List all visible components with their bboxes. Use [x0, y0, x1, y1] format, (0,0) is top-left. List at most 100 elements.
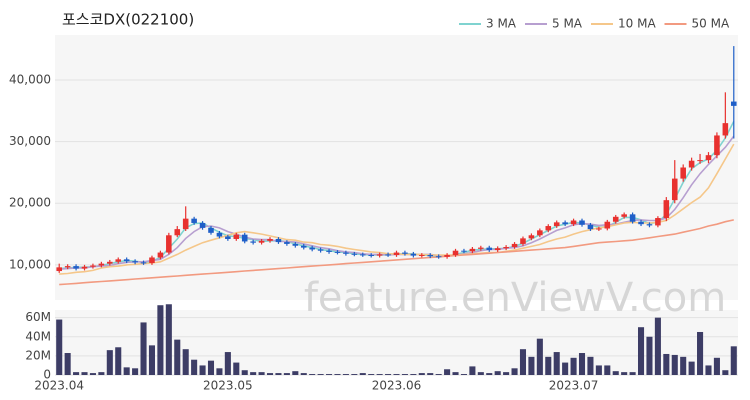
volume-bar	[56, 319, 63, 375]
y-tick-label: 40M	[25, 329, 51, 343]
candle-body	[191, 218, 197, 223]
legend-label: 5 MA	[552, 17, 583, 31]
volume-bar	[351, 374, 358, 375]
candle-body	[503, 247, 509, 249]
candle-body	[722, 123, 729, 136]
candle-body	[419, 255, 425, 257]
candle-body	[107, 261, 113, 264]
volume-bar	[385, 374, 392, 375]
candle-body	[64, 266, 71, 268]
candle-body	[115, 259, 122, 262]
candle-body	[216, 232, 223, 237]
ma-line	[59, 219, 734, 286]
volume-bar	[444, 369, 451, 375]
legend-label: 50 MA	[692, 17, 730, 31]
volume-bar	[578, 353, 586, 375]
volume-bar	[595, 365, 602, 375]
candle-body	[452, 250, 459, 256]
candle-body	[486, 247, 493, 251]
y-tick-label: 20M	[25, 348, 51, 362]
volume-bar	[334, 374, 341, 375]
candle-body	[343, 252, 349, 254]
volume-bar	[216, 368, 223, 375]
chart-title: 포스코DX(022100)	[62, 11, 194, 29]
volume-bar	[342, 374, 349, 375]
candle-body	[81, 266, 88, 269]
candle-body	[435, 256, 442, 258]
volume-bar	[123, 367, 130, 375]
y-tick-label: 10,000	[9, 257, 51, 271]
volume-bar	[106, 350, 113, 375]
volume-bar	[64, 353, 71, 375]
candle-body	[334, 251, 341, 253]
candle-body	[587, 224, 594, 230]
volume-bar	[174, 339, 181, 375]
volume-bar	[309, 374, 316, 375]
candle-body	[604, 221, 611, 229]
candle-body	[56, 267, 62, 272]
candle-body	[233, 234, 240, 239]
volume-bar	[132, 368, 139, 375]
candle-body	[98, 263, 105, 266]
volume-bar	[266, 373, 274, 375]
volume-bar	[562, 362, 569, 375]
volume-bar	[646, 336, 653, 375]
volume-bar	[393, 374, 400, 375]
candle-body	[284, 242, 290, 244]
candle-body	[208, 227, 214, 233]
volume-bar	[671, 354, 678, 375]
volume-bar	[418, 373, 425, 375]
volume-bar	[621, 372, 628, 375]
volume-bar	[73, 372, 80, 375]
candle-body	[267, 238, 273, 241]
volume-bar	[545, 356, 552, 375]
x-tick-label: 2023.07	[549, 379, 599, 393]
volume-bar	[224, 352, 231, 375]
volume-bar	[258, 372, 265, 375]
candle-body	[663, 200, 670, 219]
volume-bar	[165, 304, 172, 375]
candle-body	[368, 255, 374, 257]
volume-bar	[688, 361, 695, 375]
volume-bar	[115, 347, 122, 375]
candle-body	[157, 252, 164, 258]
candle-body	[258, 240, 265, 243]
candle-body	[123, 259, 130, 262]
volume-bar	[705, 365, 712, 375]
volume-bar	[283, 373, 290, 375]
volume-bar	[359, 373, 366, 375]
candle-body	[478, 247, 484, 249]
volume-bar	[469, 366, 476, 375]
candle-body	[461, 250, 467, 252]
candle-body	[385, 254, 391, 256]
volume-bar	[722, 370, 729, 375]
volume-bar	[511, 368, 518, 375]
candle-body	[638, 221, 644, 225]
candle-body	[671, 178, 678, 201]
volume-bar	[536, 338, 543, 375]
candle-body	[545, 226, 552, 231]
volume-bar	[207, 360, 215, 375]
candle-body	[225, 236, 231, 239]
volume-bar	[233, 362, 240, 375]
candle-body	[326, 250, 332, 252]
candle-body	[697, 160, 703, 162]
y-tick-label: 40,000	[9, 72, 51, 86]
volume-bar	[654, 317, 661, 375]
volume-bar	[140, 322, 147, 375]
volume-bar	[148, 345, 156, 375]
candle-body	[393, 252, 400, 256]
volume-bar	[612, 371, 619, 375]
volume-bar	[241, 370, 248, 375]
volume-bar	[292, 371, 299, 375]
volume-bar	[401, 374, 408, 375]
y-tick-label: 60M	[25, 310, 51, 324]
volume-bar	[730, 346, 737, 375]
candle-body	[73, 266, 79, 269]
candle-body	[562, 222, 568, 225]
candle-body	[241, 234, 248, 242]
candle-body	[402, 252, 408, 254]
y-tick-label: 20,000	[9, 196, 51, 210]
volume-bar	[317, 374, 324, 375]
candle-body	[292, 243, 299, 246]
